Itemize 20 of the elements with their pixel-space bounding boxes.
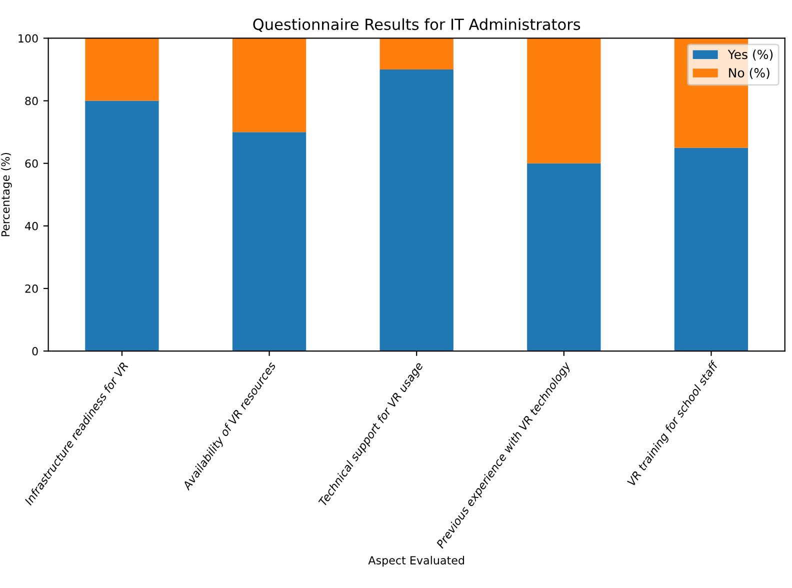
- bar: [527, 38, 601, 164]
- y-tick-label: 80: [25, 96, 38, 106]
- legend-label: No (%): [729, 68, 770, 79]
- bar: [380, 70, 454, 352]
- bar: [380, 38, 454, 70]
- bar: [85, 38, 159, 101]
- bar: [232, 132, 306, 352]
- bar: [232, 38, 306, 132]
- y-tick-label: 40: [24, 222, 38, 230]
- x-axis-title: Aspect Evaluated: [368, 556, 464, 567]
- y-tick-label: 20: [25, 284, 38, 293]
- y-tick-label: 0: [32, 347, 38, 356]
- y-tick-label: 60: [25, 159, 38, 168]
- y-tick-label: 100: [18, 34, 38, 43]
- legend-label: Yes (%): [728, 49, 773, 61]
- bar: [674, 148, 748, 352]
- y-axis-title: Percentage (%): [1, 152, 12, 236]
- bar: [85, 100, 159, 352]
- bar: [527, 163, 601, 352]
- chart-title: Questionnaire Results for IT Administrators: [253, 18, 580, 32]
